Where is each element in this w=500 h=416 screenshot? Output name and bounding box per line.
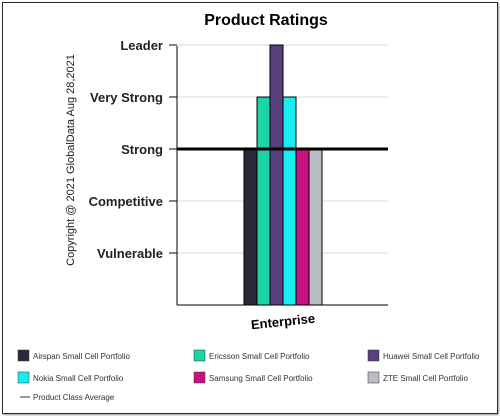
axes-group bbox=[176, 46, 388, 306]
legend-label-airspan: Airspan Small Cell Portfolio bbox=[33, 352, 130, 361]
legend-swatch-airspan bbox=[17, 349, 30, 362]
x-tick-label-enterprise: Enterprise bbox=[250, 311, 316, 333]
legend-swatch-nokia bbox=[17, 371, 30, 384]
bar-huawei bbox=[269, 44, 284, 306]
y-tick-label-leader: Leader bbox=[120, 38, 163, 53]
y-tick-labels: Vulnerable Competitive Strong Very Strong Le… bbox=[89, 38, 163, 261]
legend-swatch-ericsson bbox=[193, 349, 206, 362]
legend-swatch-zte bbox=[367, 371, 380, 384]
x-tick-labels: Enterprise bbox=[250, 311, 316, 333]
legend-swatch-samsung bbox=[193, 371, 206, 384]
bars-group bbox=[243, 44, 323, 306]
copyright-watermark: Copyright @ 2021 GlobalData Aug 28,2021 bbox=[65, 54, 77, 266]
y-tick-label-competitive: Competitive bbox=[89, 194, 163, 209]
y-tick-label-vulnerable: Vulnerable bbox=[97, 246, 163, 261]
bar-airspan bbox=[243, 148, 258, 306]
bar-zte bbox=[308, 148, 323, 306]
legend-label-zte: ZTE Small Cell Portfolio bbox=[383, 374, 468, 383]
bar-nokia bbox=[282, 96, 297, 306]
y-tick-label-very-strong: Very Strong bbox=[90, 90, 163, 105]
legend-label-ericsson: Ericsson Small Cell Portfolio bbox=[209, 352, 310, 361]
chart-title: Product Ratings bbox=[204, 12, 328, 29]
legend: Airspan Small Cell Portfolio Ericsson Sma… bbox=[17, 349, 480, 402]
legend-label-average: Product Class Average bbox=[33, 393, 115, 402]
bar-ericsson bbox=[256, 96, 271, 306]
legend-swatch-huawei bbox=[367, 349, 380, 362]
bar-samsung bbox=[295, 148, 310, 306]
legend-label-nokia: Nokia Small Cell Portfolio bbox=[33, 374, 124, 383]
y-tick-label-strong: Strong bbox=[121, 142, 163, 157]
legend-label-samsung: Samsung Small Cell Portfolio bbox=[209, 374, 313, 383]
legend-label-huawei: Huawei Small Cell Portfolio bbox=[383, 352, 480, 361]
